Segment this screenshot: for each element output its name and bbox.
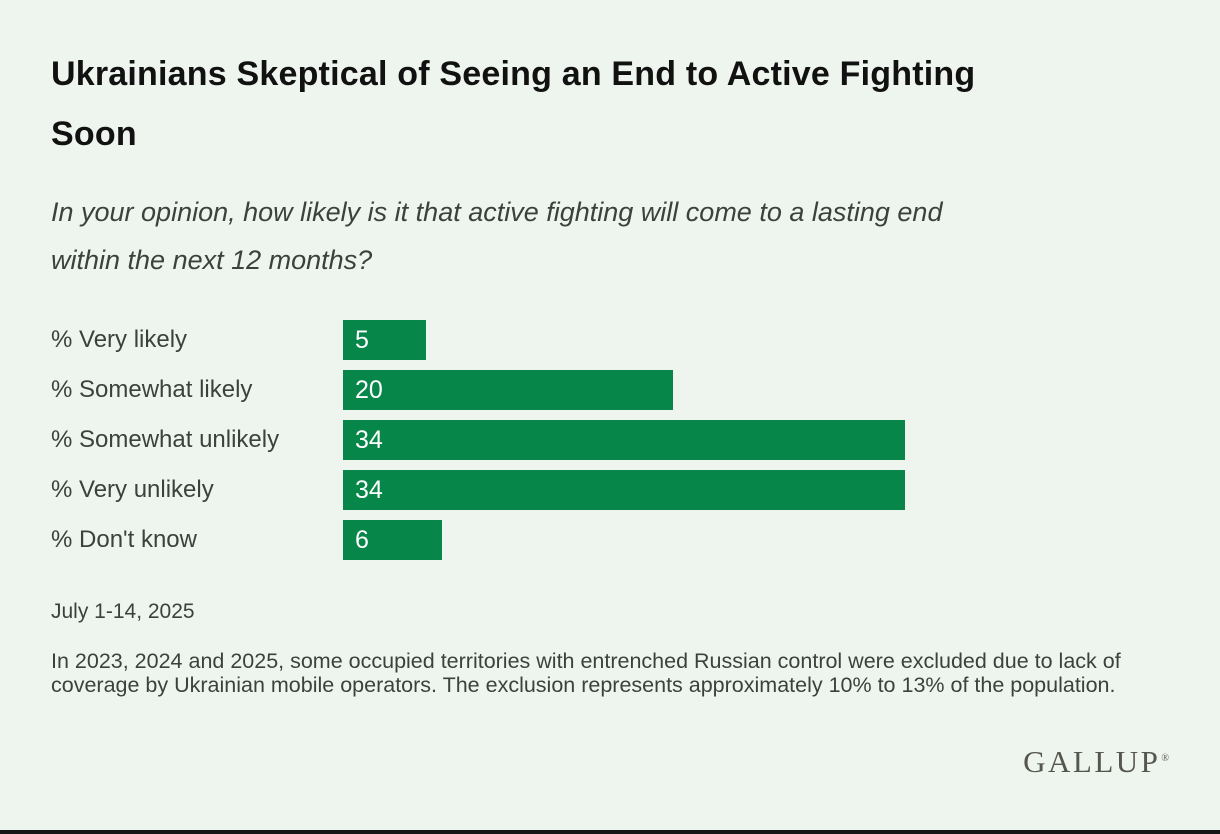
chart-row: % Somewhat unlikely 34 bbox=[51, 420, 1169, 460]
bar-value-label: 20 bbox=[355, 375, 383, 404]
bar: 20 bbox=[343, 370, 674, 410]
bar-value-label: 6 bbox=[355, 525, 369, 554]
footnote-text: In 2023, 2024 and 2025, some occupied te… bbox=[51, 649, 1121, 697]
chart-title-line2: Soon bbox=[51, 115, 137, 153]
chart-row: % Very likely 5 bbox=[51, 320, 1169, 360]
chart-row: % Very unlikely 34 bbox=[51, 470, 1169, 510]
bar-area: 6 bbox=[343, 520, 1169, 560]
bar: 6 bbox=[343, 520, 443, 560]
chart-subtitle: In your opinion, how likely is it that a… bbox=[51, 188, 1169, 284]
chart-title: Ukrainians Skeptical of Seeing an End to… bbox=[51, 0, 1169, 164]
chart-row: % Don't know 6 bbox=[51, 520, 1169, 560]
registered-trademark-icon: ® bbox=[1161, 752, 1169, 764]
bar-area: 34 bbox=[343, 420, 1169, 460]
gallup-logo: GALLUP® bbox=[1023, 744, 1169, 780]
category-label: % Somewhat unlikely bbox=[51, 426, 280, 453]
chart-rows: % Very likely 5% Somewhat likely 20% Somew… bbox=[51, 320, 1169, 560]
gallup-logo-text: GALLUP bbox=[1023, 744, 1161, 779]
category-label: % Very unlikely bbox=[51, 476, 214, 503]
bar: 34 bbox=[343, 470, 905, 510]
bar-area: 5 bbox=[343, 320, 1169, 360]
bar: 5 bbox=[343, 320, 426, 360]
chart-row: % Somewhat likely 20 bbox=[51, 370, 1169, 410]
category-label: % Don't know bbox=[51, 526, 197, 553]
category-label: % Very likely bbox=[51, 326, 188, 353]
bar-area: 20 bbox=[343, 370, 1169, 410]
chart-content: Ukrainians Skeptical of Seeing an End to… bbox=[51, 0, 1169, 697]
chart-title-line1: Ukrainians Skeptical of Seeing an End to… bbox=[51, 55, 976, 93]
bar-value-label: 34 bbox=[355, 475, 383, 504]
category-label: % Somewhat likely bbox=[51, 376, 253, 403]
bar-area: 34 bbox=[343, 470, 1169, 510]
bar: 34 bbox=[343, 420, 905, 460]
chart-subtitle-line2: within the next 12 months? bbox=[51, 245, 373, 275]
bar-value-label: 34 bbox=[355, 425, 383, 454]
survey-date-label: July 1-14, 2025 bbox=[51, 600, 195, 623]
bar-value-label: 5 bbox=[355, 325, 369, 354]
chart-subtitle-line1: In your opinion, how likely is it that a… bbox=[51, 197, 943, 227]
